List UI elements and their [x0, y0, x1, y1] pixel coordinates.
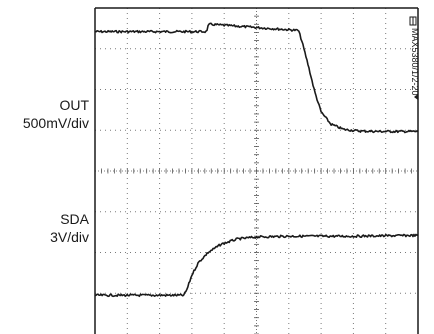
- trigger-icon: [409, 16, 417, 26]
- out-channel-label: OUT 500mV/div: [23, 96, 89, 132]
- out-channel-scale: 500mV/div: [22, 115, 89, 131]
- traces: [94, 22, 419, 298]
- sda-channel-scale: 3V/div: [50, 229, 89, 245]
- sda-trace: [94, 233, 419, 298]
- sda-channel-label: SDA 3V/div: [50, 210, 89, 246]
- out-channel-name: OUT: [59, 97, 89, 113]
- figure-id: MAX5380/1/2-20: [410, 28, 420, 96]
- grid: [94, 7, 419, 334]
- out-trace: [94, 22, 419, 134]
- sda-channel-name: SDA: [60, 211, 89, 227]
- trigger-level-marker: [414, 94, 418, 100]
